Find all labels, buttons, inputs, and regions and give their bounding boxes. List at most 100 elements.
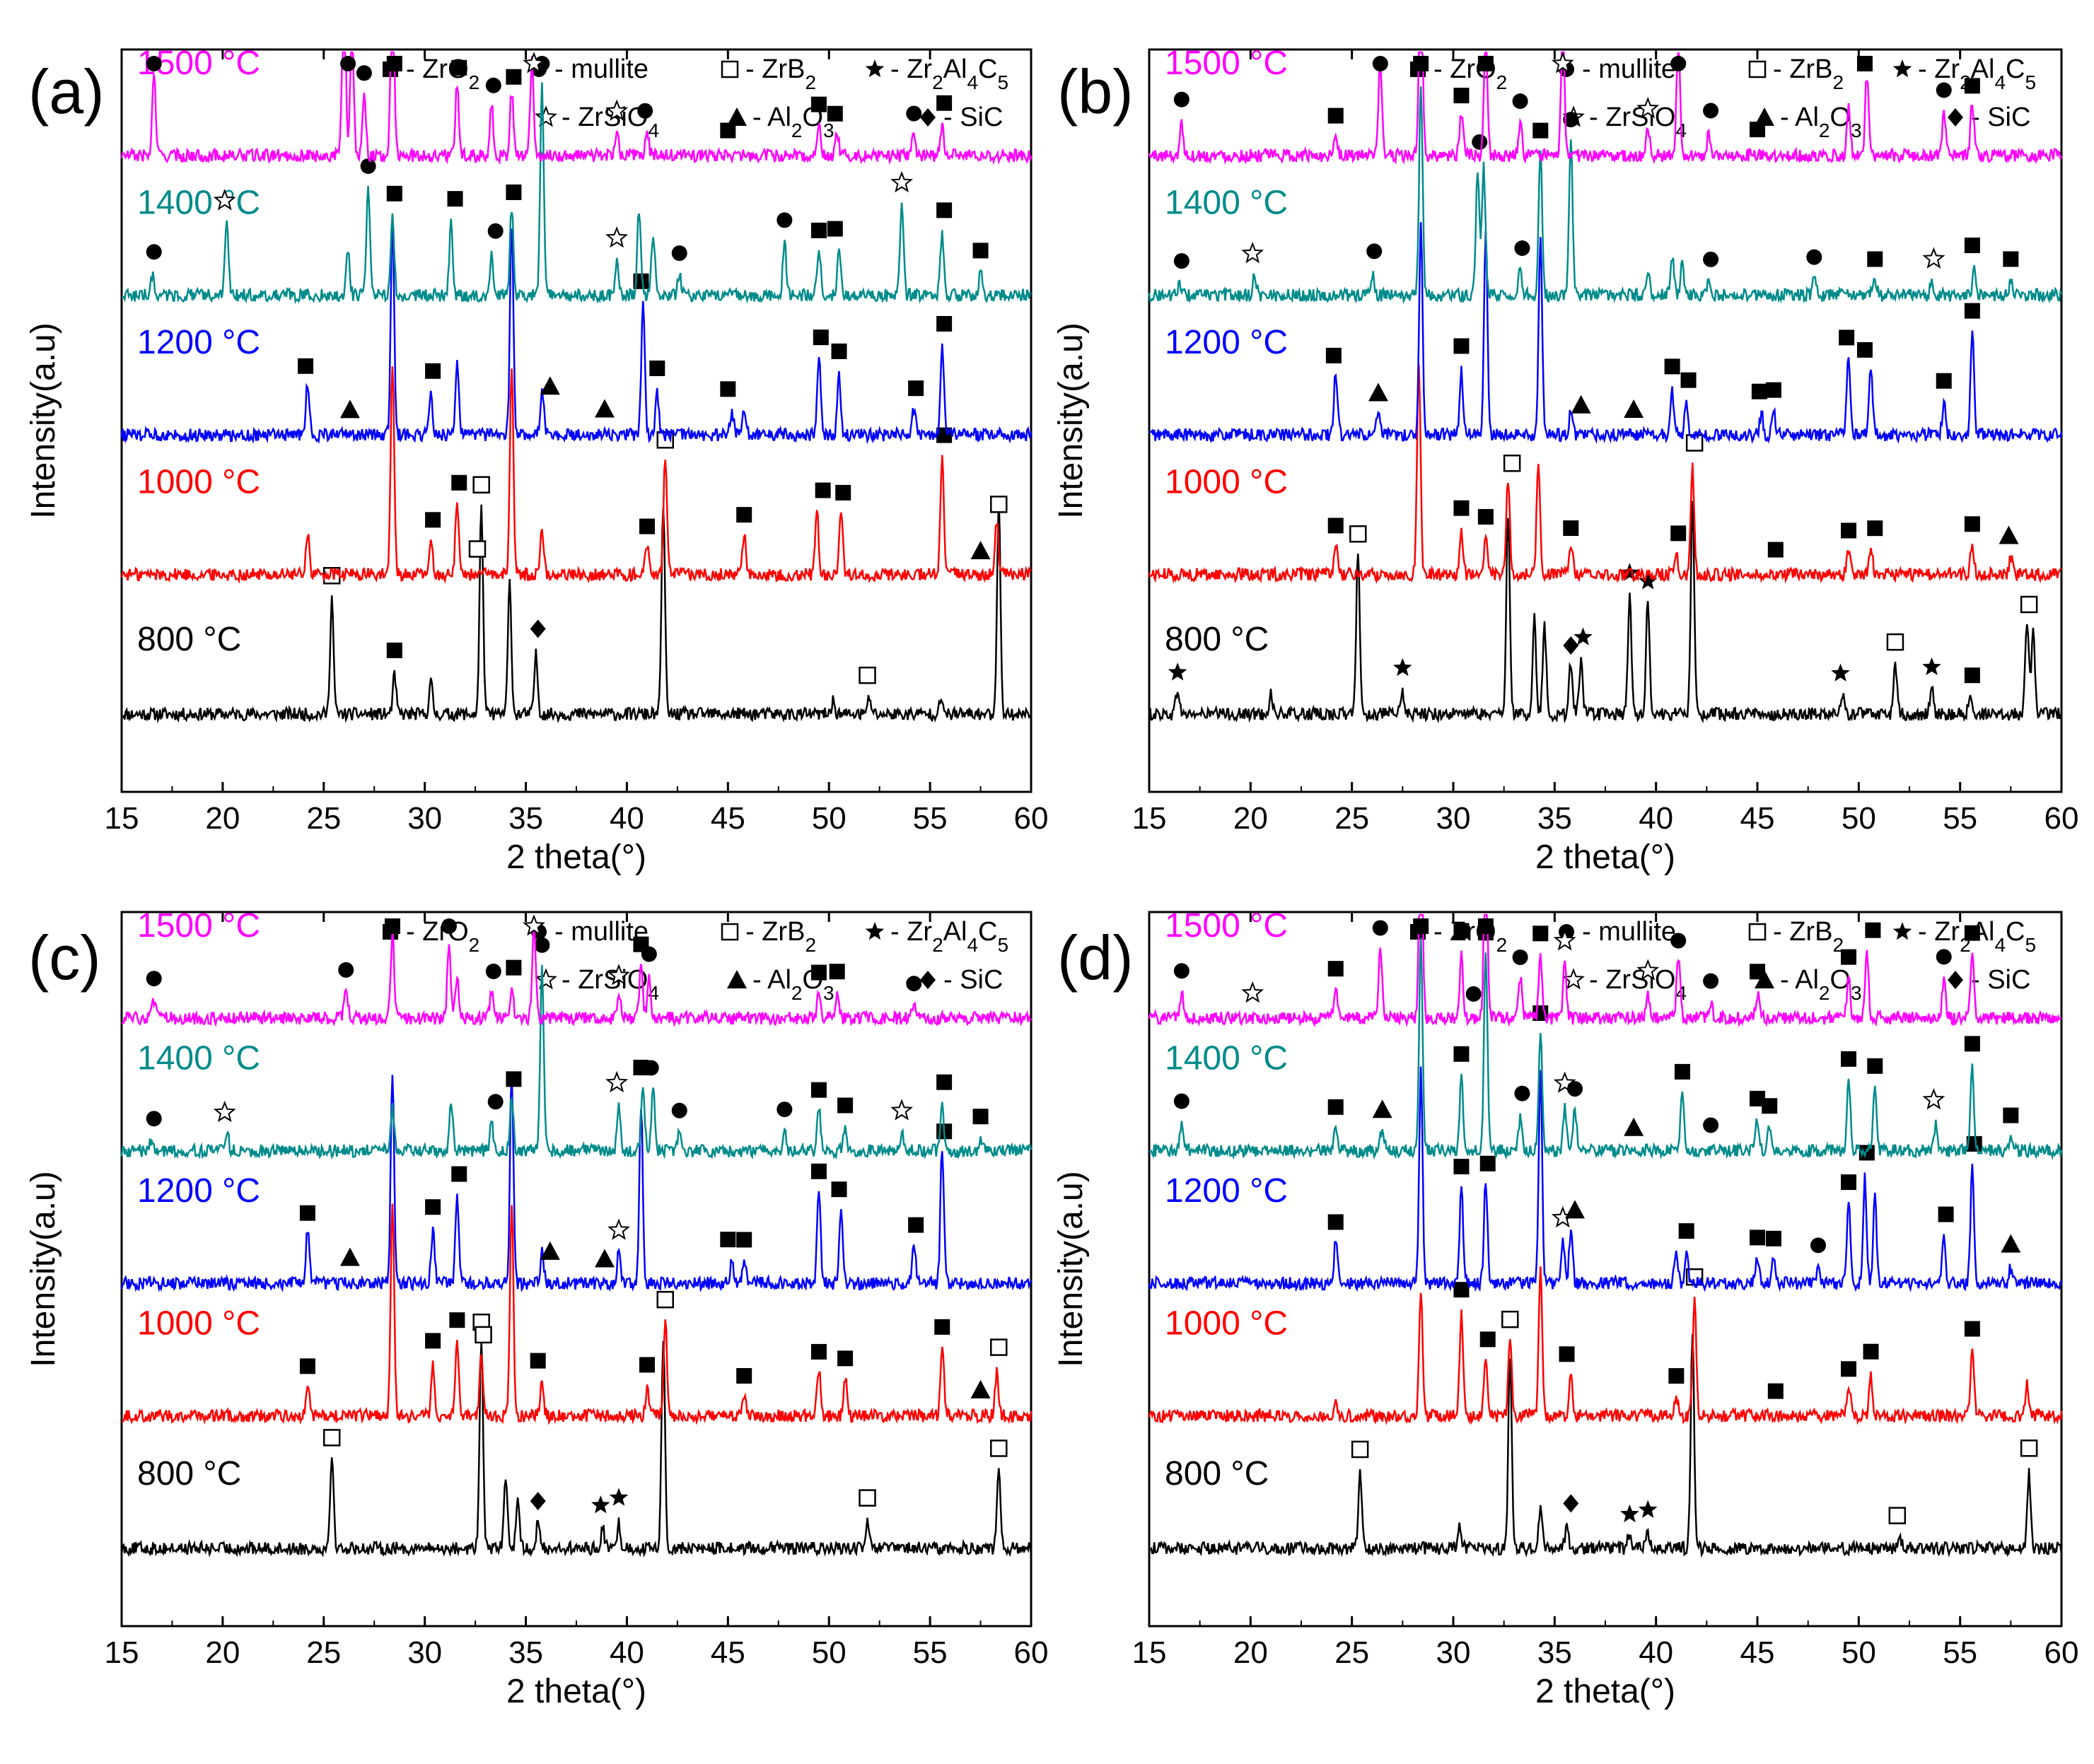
xrd-trace [1148, 1266, 2063, 1426]
peak-marker-filled-square [810, 1343, 827, 1360]
peak-marker-filled-square [449, 1312, 465, 1328]
legend-label: - Zr2Al4C5 [1918, 54, 2036, 93]
x-tick-label: 15 [1132, 1635, 1167, 1670]
temperature-label: 800 °C [137, 1455, 241, 1493]
temperature-label: 1000 °C [1165, 1305, 1288, 1343]
peak-marker-filled-circle [1372, 920, 1388, 936]
series-0: 800 °C [1148, 501, 2063, 724]
x-tick-label: 50 [812, 1635, 847, 1670]
peak-marker-filled-square [1856, 341, 1873, 358]
peak-marker-filled-square [1453, 88, 1470, 104]
plot-frame [120, 48, 1033, 793]
peak-marker-filled-triangle [339, 1247, 360, 1266]
peak-marker-filled-triangle [970, 540, 991, 559]
series-2: 1200 °C [1148, 222, 2063, 445]
chart-panel: (b) 15 20 25 30 35 40 45 50 55 60 2 theta(°) Intensi… [1052, 45, 2078, 876]
peak-marker-open-star [605, 99, 629, 121]
peak-marker-filled-square [1477, 508, 1494, 525]
peak-marker-filled-circle [1703, 103, 1719, 119]
peak-marker-filled-square [1751, 383, 1767, 399]
series-4: 1500 °C [1148, 45, 2063, 165]
series-2: 1200 °C [120, 1072, 1033, 1293]
temperature-label: 1400 °C [137, 185, 260, 222]
peak-marker-filled-circle [441, 918, 457, 934]
temperature-label: 800 °C [1165, 621, 1269, 658]
legend-label: - SiC [1971, 103, 2030, 132]
peak-marker-filled-square [2003, 251, 2019, 267]
temperature-label: 1000 °C [137, 464, 260, 501]
peak-marker-filled-square [815, 482, 831, 498]
peak-marker-filled-square [1867, 1058, 1883, 1074]
x-axis-title: 2 theta(°) [506, 839, 646, 876]
peak-marker-filled-square [639, 1357, 656, 1373]
peak-marker-filled-square [639, 518, 656, 535]
temperature-label: 1400 °C [1165, 1040, 1288, 1077]
series-3: 1400 °C [1148, 86, 2063, 304]
x-tick-label: 55 [1943, 801, 1977, 836]
peak-marker-filled-square [425, 512, 441, 528]
peak-marker-open-star [523, 914, 545, 936]
peak-marker-filled-circle [1173, 963, 1189, 979]
peak-marker-filled-square [1327, 107, 1344, 124]
x-axis-title: 2 theta(°) [1535, 1673, 1675, 1710]
peak-marker-filled-square [972, 1109, 989, 1125]
peak-marker-filled-circle [1366, 243, 1383, 259]
x-tick-label: 25 [1334, 801, 1369, 836]
peak-marker-filled-star [591, 1495, 610, 1514]
peak-marker-filled-square [1750, 1229, 1765, 1246]
peak-marker-filled-square [972, 243, 989, 259]
peak-marker-filled-circle [637, 103, 653, 119]
peak-marker-filled-square [1327, 1099, 1344, 1115]
peak-marker-filled-square [386, 56, 402, 71]
x-tick-label: 30 [1436, 1635, 1471, 1670]
peak-marker-filled-circle [1806, 249, 1822, 265]
peak-marker-filled-square [1964, 925, 1980, 941]
peak-marker-filled-triangle [540, 376, 560, 395]
peak-marker-filled-triangle [1565, 1200, 1585, 1219]
peak-marker-filled-star [609, 1488, 629, 1506]
peak-marker-filled-circle [643, 1060, 659, 1076]
peak-marker-filled-square [1765, 382, 1781, 398]
peak-marker-filled-square [506, 69, 522, 85]
peak-marker-open-star [607, 1218, 630, 1240]
peak-marker-filled-square [530, 1353, 546, 1369]
legend-label: - SiC [1971, 965, 2030, 995]
peak-marker-filled-triangle [2001, 1234, 2021, 1253]
peak-marker-filled-square [837, 1097, 854, 1114]
x-tick-label: 45 [1740, 801, 1775, 836]
peak-marker-filled-square [810, 964, 827, 981]
peak-marker-filled-square [425, 363, 441, 379]
legend-label: - mullite [554, 917, 648, 947]
x-tick-label: 15 [105, 1635, 139, 1670]
legend: - ZrO2 - mullite - ZrB2 - Zr2Al4C5 - ZrSiO4 -… [1410, 54, 2036, 141]
x-tick-label: 20 [205, 1635, 240, 1670]
peak-marker-filled-square [386, 185, 402, 201]
peak-marker-filled-square [1964, 78, 1980, 94]
x-tick-label: 20 [1233, 801, 1268, 836]
peak-marker-filled-square [736, 1232, 752, 1248]
peak-marker-filled-circle [641, 946, 657, 962]
legend-label: - ZrO2 [1433, 54, 1507, 93]
panel-label: (b) [1057, 57, 1134, 127]
x-tick-label: 30 [407, 1635, 442, 1670]
x-tick-label: 35 [1537, 1635, 1572, 1670]
peak-marker-filled-square [1559, 1346, 1575, 1362]
peak-marker-filled-star [1892, 922, 1912, 940]
series-1: 1000 °C [1148, 1266, 2063, 1426]
peak-marker-open-square [721, 60, 739, 78]
x-tick-label: 45 [1740, 1635, 1775, 1670]
temperature-label: 1000 °C [137, 1305, 260, 1343]
peak-marker-filled-triangle [970, 1379, 991, 1398]
peak-marker-filled-star [1638, 1500, 1658, 1518]
peak-marker-filled-square [827, 105, 843, 122]
peak-marker-filled-star [865, 922, 885, 940]
xrd-trace [120, 366, 1032, 584]
peak-marker-filled-circle [146, 971, 162, 987]
peak-marker-filled-star [1892, 59, 1912, 78]
peak-marker-filled-square [1532, 925, 1549, 942]
legend-label: - ZrSiO4 [562, 965, 659, 1004]
peak-marker-open-star [1551, 52, 1574, 74]
peak-marker-filled-square [1865, 922, 1881, 938]
peak-marker-filled-circle [776, 212, 793, 228]
series-0: 800 °C [1148, 1333, 2063, 1558]
